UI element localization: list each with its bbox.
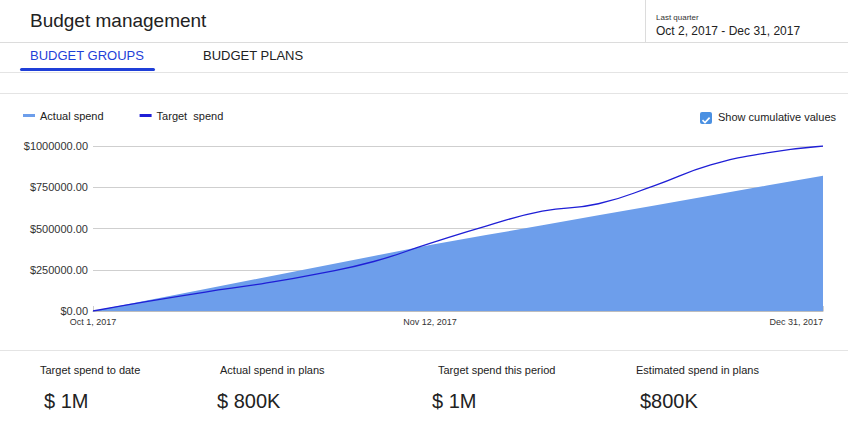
- svg-text:Nov 12, 2017: Nov 12, 2017: [403, 317, 457, 327]
- svg-text:Oct 1, 2017: Oct 1, 2017: [70, 317, 117, 327]
- html-text:$ 1M: $ 1M: [432, 390, 477, 412]
- svg-text:$1000000.00: $1000000.00: [24, 140, 88, 152]
- svg-text:Dec 31, 2017: Dec 31, 2017: [769, 317, 823, 327]
- html-text:BUDGET GROUPS: BUDGET GROUPS: [30, 48, 144, 63]
- html-text:Oct 2, 2017 - Dec 31, 2017: Oct 2, 2017 - Dec 31, 2017: [656, 24, 801, 38]
- html-text:Last quarter: Last quarter: [656, 13, 699, 22]
- svg-text:Actual spend: Actual spend: [40, 110, 104, 122]
- html-text:Budget management: Budget management: [30, 10, 207, 31]
- html-text:Estimated spend in plans: Estimated spend in plans: [636, 364, 759, 376]
- svg-text:$250000.00: $250000.00: [30, 264, 88, 276]
- html-text:$ 800K: $ 800K: [217, 390, 281, 412]
- svg-text:$0.00: $0.00: [60, 305, 88, 317]
- svg-text:$750000.00: $750000.00: [30, 181, 88, 193]
- html-text:$ 1M: $ 1M: [44, 390, 89, 412]
- html-text:BUDGET PLANS: BUDGET PLANS: [203, 48, 304, 63]
- svg-text:$500000.00: $500000.00: [30, 223, 88, 235]
- svg-text:Target spend: Target spend: [157, 110, 224, 122]
- html-text:Target spend to date: Target spend to date: [40, 364, 141, 376]
- html-text:Show cumulative values: Show cumulative values: [718, 111, 836, 123]
- html-text:Target spend this period: Target spend this period: [438, 364, 556, 376]
- html-text:Actual spend in plans: Actual spend in plans: [220, 364, 325, 376]
- html-text:$800K: $800K: [640, 390, 698, 412]
